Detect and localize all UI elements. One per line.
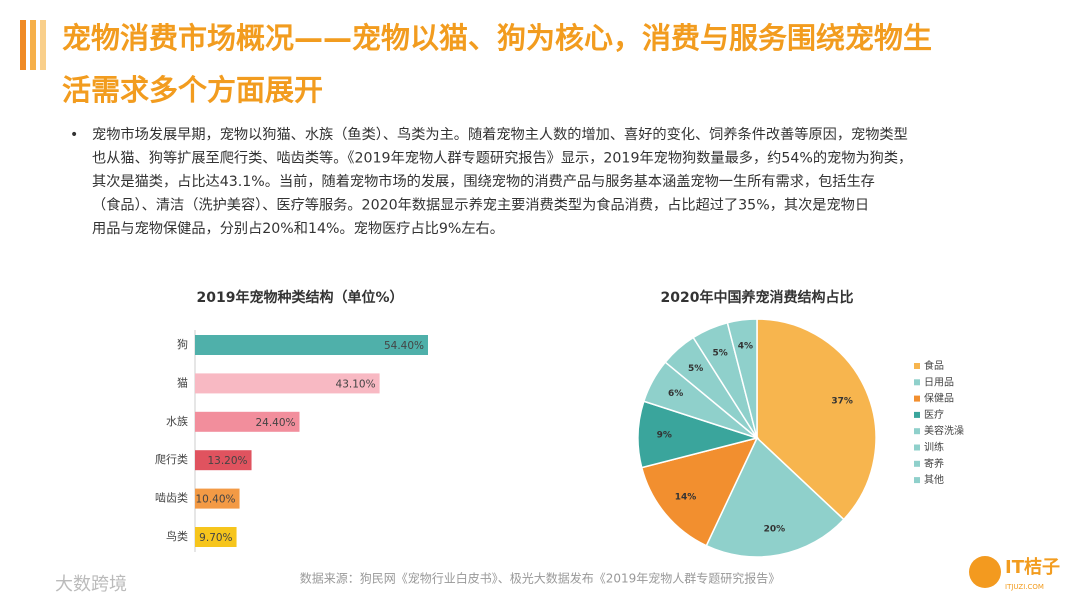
- paragraph-line: 其次是猫类，占比达43.1%。当前，随着宠物市场的发展，围绕宠物的消费产品与服务…: [92, 173, 875, 190]
- y-tick-label: 猫: [177, 376, 188, 389]
- value-label: 24.40%: [255, 417, 295, 429]
- y-tick-label: 水族: [166, 414, 188, 428]
- legend-label: 食品: [924, 359, 944, 372]
- paragraph-line: 也从猫、狗等扩展至爬行类、啮齿类等。《2019年宠物人群专题研究报告》显示，20…: [92, 150, 912, 167]
- legend-swatch: [914, 379, 920, 386]
- value-label: 37%: [831, 397, 853, 407]
- legend-swatch: [914, 411, 920, 418]
- bar: [195, 373, 380, 394]
- source: 数据来源：狗民网《宠物行业白皮书》、极光大数据发布《2019年宠物人群专题研究报…: [300, 571, 781, 586]
- chart-title: 2020年中国养宠消费结构占比: [661, 289, 854, 306]
- title-line: 活需求多个方面展开: [62, 73, 323, 107]
- value-label: 9.70%: [199, 532, 232, 544]
- decor-bar: [30, 20, 36, 70]
- value-label: 20%: [764, 525, 786, 535]
- value-label: 13.20%: [207, 455, 247, 467]
- legend-swatch: [914, 460, 920, 467]
- value-label: 14%: [675, 493, 697, 503]
- title-line: 宠物消费市场概况——宠物以猫、狗为核心，消费与服务围绕宠物生: [62, 21, 932, 55]
- legend-swatch: [914, 395, 920, 402]
- value-label: 43.10%: [336, 378, 376, 390]
- y-tick-label: 鸟类: [166, 529, 188, 543]
- legend-label: 保健品: [924, 392, 954, 405]
- legend-swatch: [914, 477, 920, 484]
- logo-icon: [969, 556, 1001, 588]
- pie-slice: [756, 318, 877, 521]
- bar: [195, 335, 428, 355]
- paragraph-line: （食品）、清洁（洗护美容）、医疗等服务。2020年数据显示养宠主要消费类型为食品…: [92, 197, 869, 214]
- logo-url: ITJUZI.COM: [1005, 583, 1044, 591]
- value-label: 5%: [712, 348, 727, 358]
- legend-label: 医疗: [924, 408, 944, 421]
- y-tick-label: 狗: [177, 338, 188, 351]
- chart-title: 2019年宠物种类结构（单位%）: [197, 289, 404, 306]
- pie-slice: [640, 436, 759, 547]
- pie-slice: [705, 436, 845, 558]
- value-label: 5%: [688, 364, 703, 374]
- bullet: •: [70, 127, 78, 143]
- legend-label: 训练: [924, 441, 944, 454]
- bar: [195, 450, 252, 471]
- value-label: 4%: [738, 341, 753, 351]
- value-label: 9%: [657, 431, 672, 441]
- y-tick-label: 爬行类: [155, 452, 188, 466]
- legend-swatch: [914, 444, 920, 451]
- bar: [195, 411, 300, 432]
- logo: IT桔子: [1005, 556, 1060, 578]
- paragraph-line: 宠物市场发展早期，宠物以狗猫、水族（鱼类）、鸟类为主。随着宠物主人数的增加、喜好…: [92, 126, 908, 143]
- value-label: 6%: [668, 389, 683, 399]
- legend-label: 寄养: [924, 457, 944, 470]
- value-label: 10.40%: [195, 494, 235, 506]
- decor-bar: [20, 20, 26, 70]
- decor-bar: [40, 20, 46, 70]
- paragraph-line: 用品与宠物保健品，分别占20%和14%。宠物医疗占比9%左右。: [92, 221, 504, 237]
- legend-swatch: [914, 363, 920, 369]
- value-label: 54.40%: [384, 340, 424, 352]
- bar: [195, 488, 240, 509]
- legend-label: 其他: [924, 473, 944, 486]
- y-tick-label: 啮齿类: [155, 491, 188, 505]
- watermark: 大数跨境: [55, 574, 127, 595]
- legend-label: 日用品: [924, 376, 954, 388]
- legend-label: 美容洗澡: [924, 424, 964, 437]
- bar: [195, 527, 237, 547]
- legend-swatch: [914, 428, 920, 435]
- pie-slice: [726, 318, 758, 439]
